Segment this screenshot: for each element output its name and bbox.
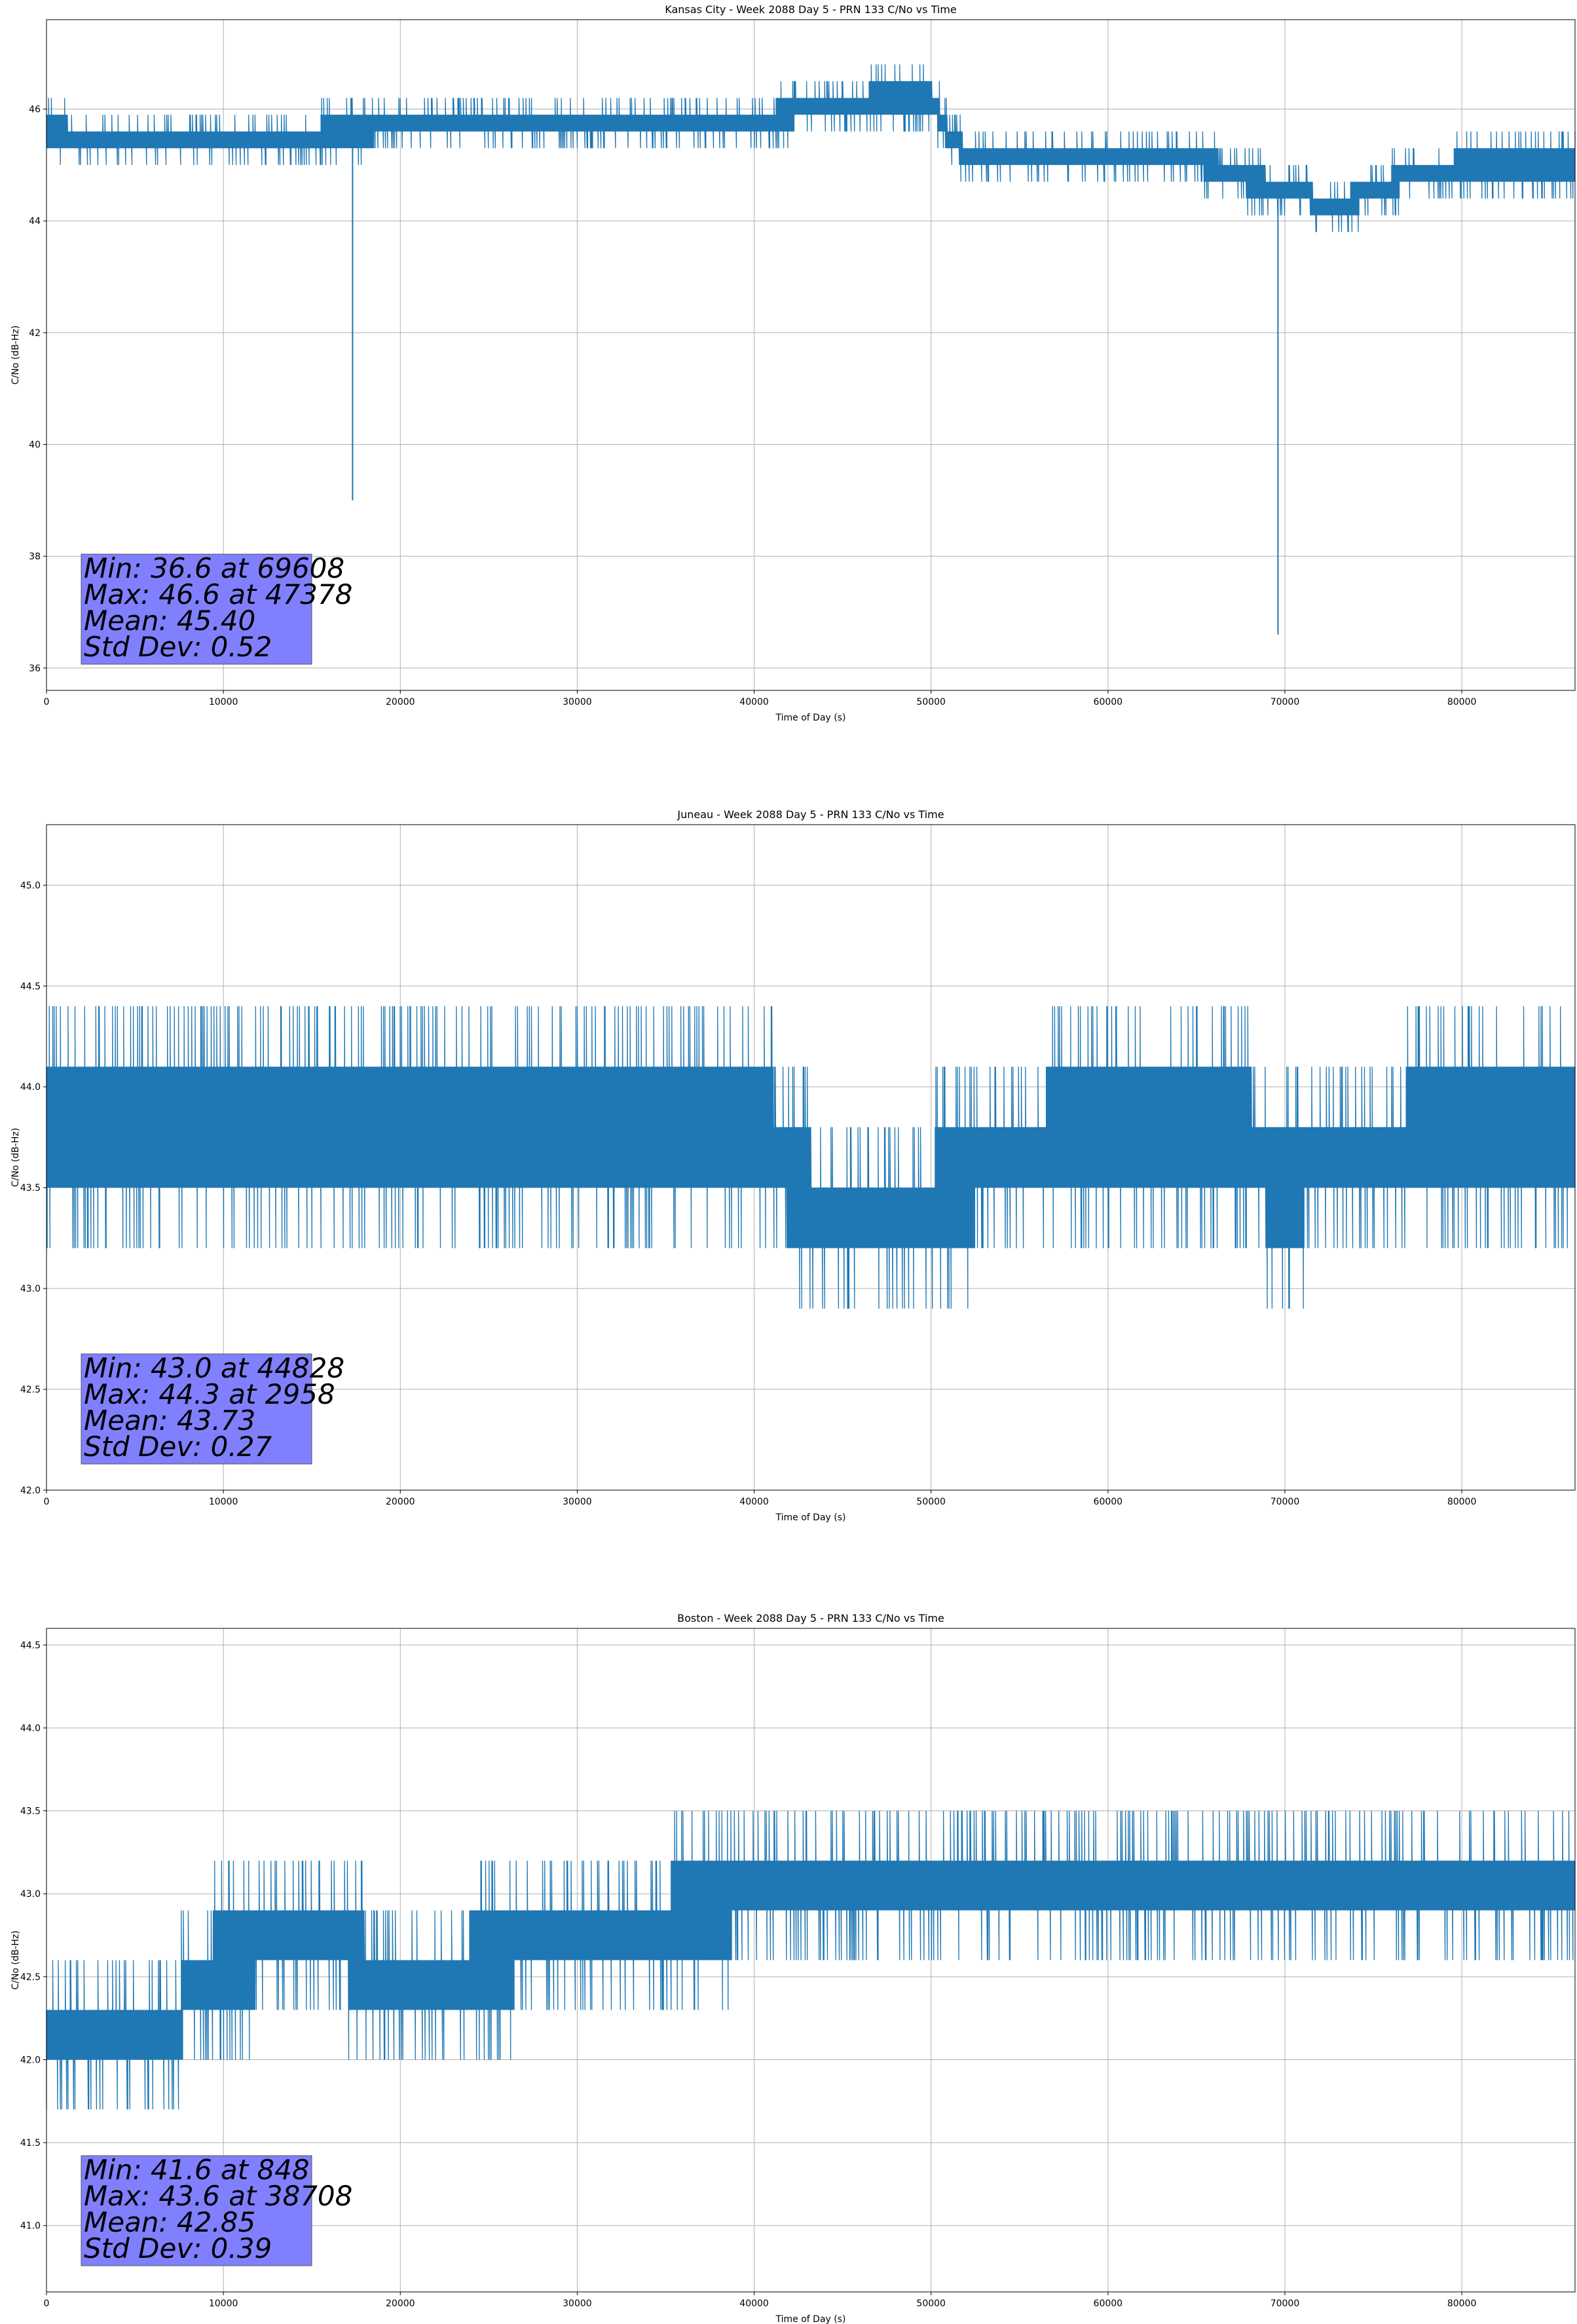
- stats-box: [81, 2155, 312, 2266]
- x-tick-label: 50000: [916, 1497, 946, 1507]
- y-tick-label: 45.0: [20, 880, 41, 891]
- x-tick-label: 40000: [739, 1497, 769, 1507]
- stats-text: Max: 46.6 at 47378: [84, 578, 352, 610]
- x-tick-label: 0: [44, 697, 50, 707]
- stats-text: Std Dev: 0.27: [84, 1431, 272, 1463]
- series-line: [46, 1810, 1576, 2110]
- y-tick-label: 43.0: [20, 1284, 41, 1294]
- stats-text: Max: 44.3 at 2958: [84, 1378, 335, 1410]
- stats-text: Std Dev: 0.39: [84, 2232, 272, 2264]
- chart-title: Juneau - Week 2088 Day 5 - PRN 133 C/No …: [677, 808, 944, 821]
- x-tick-label: 40000: [739, 697, 769, 707]
- x-tick-label: 30000: [563, 1497, 592, 1507]
- chart-3: Boston - Week 2088 Day 5 - PRN 133 C/No …: [10, 1612, 1576, 2324]
- y-tick-label: 44.5: [20, 981, 41, 992]
- y-tick-label: 43.5: [20, 1183, 41, 1193]
- y-tick-label: 44.0: [20, 1082, 41, 1093]
- chart-title: Kansas City - Week 2088 Day 5 - PRN 133 …: [665, 3, 956, 16]
- y-tick-label: 44: [29, 216, 41, 227]
- y-tick-label: 42: [29, 328, 41, 339]
- x-tick-label: 60000: [1094, 2298, 1123, 2309]
- x-tick-label: 80000: [1447, 2298, 1477, 2309]
- plot-frame: [46, 824, 1576, 1491]
- y-tick-label: 42.5: [20, 1972, 41, 1983]
- y-tick-label: 43.5: [20, 1807, 41, 1817]
- y-tick-label: 36: [29, 664, 41, 674]
- y-tick-label: 41.0: [20, 2221, 41, 2232]
- y-tick-label: 46: [29, 105, 41, 115]
- plot-frame: [46, 19, 1576, 691]
- y-tick-label: 42.5: [20, 1385, 41, 1395]
- x-tick-label: 50000: [916, 2298, 946, 2309]
- x-tick-label: 50000: [916, 697, 946, 707]
- stats-box: [81, 553, 312, 665]
- series-line: [46, 64, 1576, 233]
- chart-title: Boston - Week 2088 Day 5 - PRN 133 C/No …: [677, 1612, 944, 1624]
- x-tick-label: 60000: [1094, 1497, 1123, 1507]
- x-axis-label: Time of Day (s): [775, 713, 846, 723]
- stats-text: Mean: 43.73: [84, 1404, 255, 1436]
- series-line: [46, 1006, 1576, 1309]
- stats-text: Std Dev: 0.52: [84, 631, 272, 663]
- x-tick-label: 10000: [209, 697, 238, 707]
- y-tick-label: 41.5: [20, 2138, 41, 2148]
- x-axis-label: Time of Day (s): [775, 2314, 846, 2324]
- x-tick-label: 70000: [1271, 1497, 1300, 1507]
- stats-text: Min: 43.0 at 44828: [84, 1352, 344, 1384]
- y-tick-label: 40: [29, 440, 41, 451]
- chart-1: Kansas City - Week 2088 Day 5 - PRN 133 …: [10, 3, 1576, 723]
- x-tick-label: 20000: [386, 1497, 415, 1507]
- y-tick-label: 42.0: [20, 1486, 41, 1496]
- x-tick-label: 70000: [1271, 2298, 1300, 2309]
- y-axis-label: C/No (dB-Hz): [10, 1128, 21, 1187]
- x-tick-label: 0: [44, 2298, 50, 2309]
- plot-frame: [46, 1628, 1576, 2293]
- chart-2: Juneau - Week 2088 Day 5 - PRN 133 C/No …: [10, 808, 1576, 1523]
- y-tick-label: 38: [29, 552, 41, 562]
- x-tick-label: 40000: [739, 2298, 769, 2309]
- x-tick-label: 0: [44, 1497, 50, 1507]
- stats-text: Min: 36.6 at 69608: [84, 552, 344, 584]
- x-tick-label: 20000: [386, 2298, 415, 2309]
- x-tick-label: 80000: [1447, 1497, 1477, 1507]
- stats-text: Max: 43.6 at 38708: [84, 2180, 352, 2212]
- stats-text: Min: 41.6 at 848: [84, 2154, 310, 2186]
- x-tick-label: 20000: [386, 697, 415, 707]
- x-tick-label: 30000: [563, 2298, 592, 2309]
- x-tick-label: 80000: [1447, 697, 1477, 707]
- x-tick-label: 60000: [1094, 697, 1123, 707]
- stats-box: [81, 1353, 312, 1465]
- y-tick-label: 44.0: [20, 1723, 41, 1734]
- y-tick-label: 42.0: [20, 2055, 41, 2065]
- stats-text: Mean: 45.40: [84, 605, 255, 637]
- x-tick-label: 30000: [563, 697, 592, 707]
- y-axis-label: C/No (dB-Hz): [10, 1930, 21, 1989]
- stats-text: Mean: 42.85: [84, 2206, 255, 2238]
- x-axis-label: Time of Day (s): [775, 1512, 846, 1523]
- y-axis-label: C/No (dB-Hz): [10, 326, 21, 384]
- y-tick-label: 44.5: [20, 1640, 41, 1651]
- y-tick-label: 43.0: [20, 1889, 41, 1900]
- x-tick-label: 10000: [209, 1497, 238, 1507]
- x-tick-label: 10000: [209, 2298, 238, 2309]
- x-tick-label: 70000: [1271, 697, 1300, 707]
